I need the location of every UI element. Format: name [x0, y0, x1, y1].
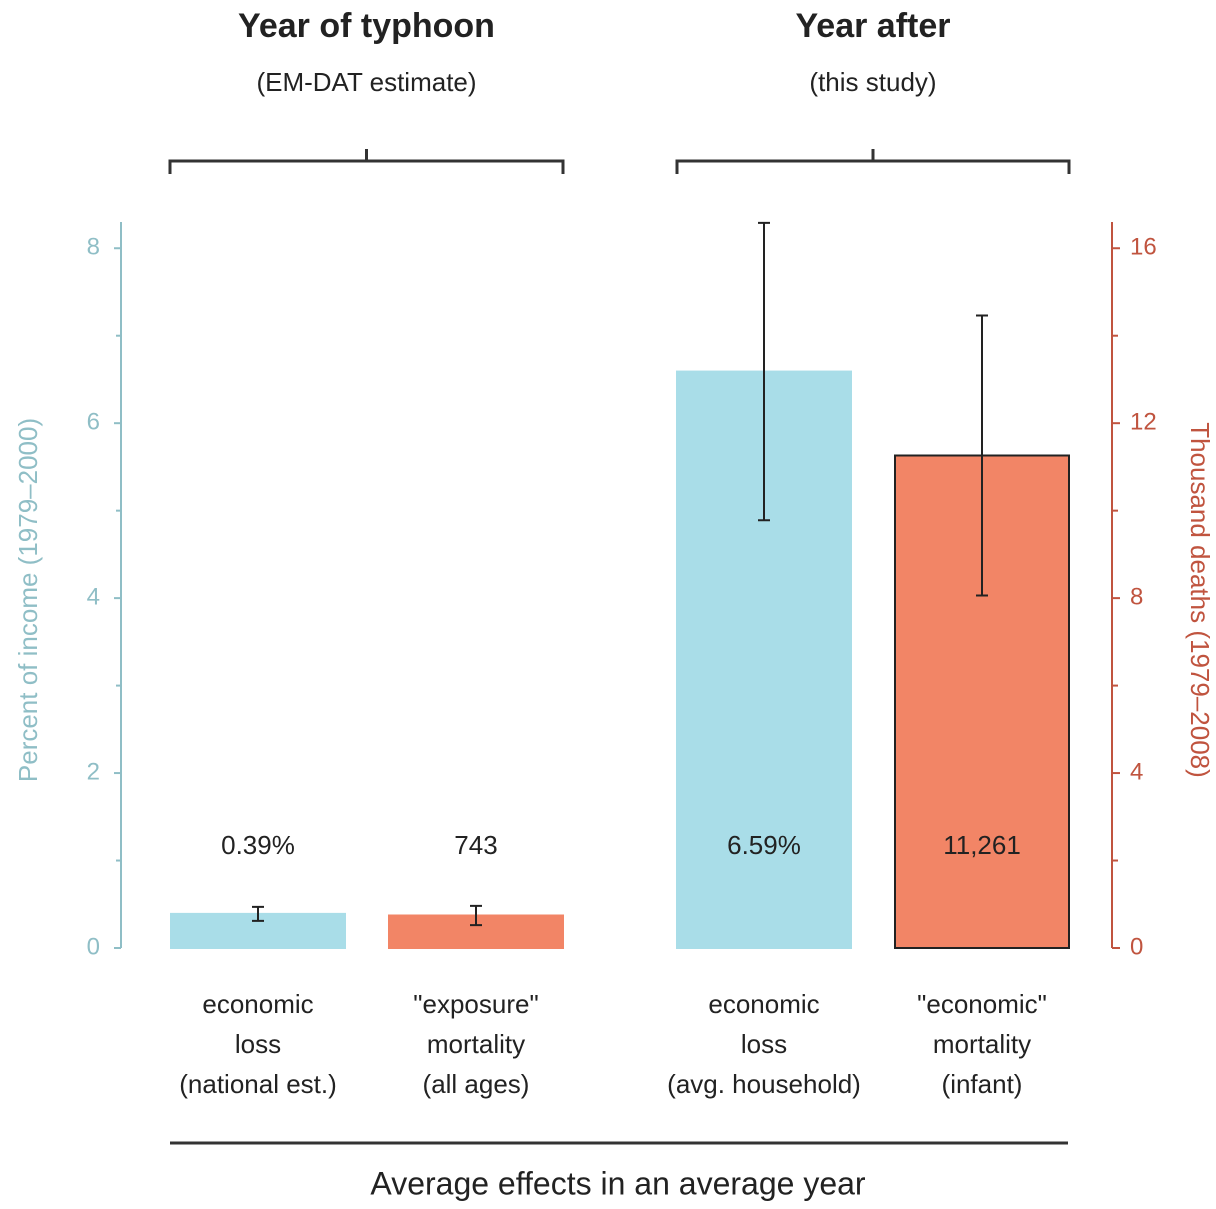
error-bar	[252, 905, 264, 922]
error-bar	[976, 314, 988, 597]
x-tick-label: mortality	[933, 1029, 1031, 1059]
x-tick-label: economic	[708, 989, 819, 1019]
y2-tick-label: 16	[1130, 234, 1157, 261]
x-tick-label: loss	[235, 1029, 281, 1059]
error-bar	[758, 221, 770, 522]
group-title: Year after	[796, 7, 951, 45]
y2-tick-label: 0	[1130, 933, 1143, 960]
y2-tick-label: 12	[1130, 409, 1157, 436]
y2-tick-label: 8	[1130, 583, 1143, 610]
x-tick-label: "exposure"	[413, 989, 538, 1019]
group-bracket	[675, 149, 1071, 174]
y-tick-label: 2	[87, 758, 100, 785]
x-tick-label: "economic"	[917, 989, 1047, 1019]
y2-tick-label: 4	[1130, 758, 1143, 785]
x-tick-label: mortality	[427, 1029, 525, 1059]
y-tick-label: 0	[87, 933, 100, 960]
y2-axis-label: Thousand deaths (1979–2008)	[1185, 422, 1215, 778]
group-title: Year of typhoon	[238, 7, 495, 45]
value-label: 11,261	[943, 830, 1021, 860]
x-tick-label: (all ages)	[423, 1069, 530, 1099]
y-axis-label: Percent of income (1979–2000)	[13, 418, 43, 782]
value-label: 0.39%	[221, 830, 295, 860]
x-axis-label: Average effects in an average year	[370, 1165, 865, 1201]
x-tick-label: (infant)	[942, 1069, 1023, 1099]
y-tick-label: 6	[87, 409, 100, 436]
value-label: 743	[454, 830, 497, 860]
y-tick-label: 4	[87, 583, 100, 610]
x-tick-label: loss	[741, 1029, 787, 1059]
x-tick-label: (national est.)	[179, 1069, 337, 1099]
bar	[388, 914, 564, 950]
error-bar	[470, 904, 482, 927]
group-subtitle: (this study)	[809, 67, 936, 97]
x-tick-label: economic	[202, 989, 313, 1019]
y-tick-label: 8	[87, 234, 100, 261]
group-bracket	[168, 149, 565, 174]
value-label: 6.59%	[727, 830, 801, 860]
x-tick-label: (avg. household)	[667, 1069, 861, 1099]
group-subtitle: (EM-DAT estimate)	[256, 67, 476, 97]
